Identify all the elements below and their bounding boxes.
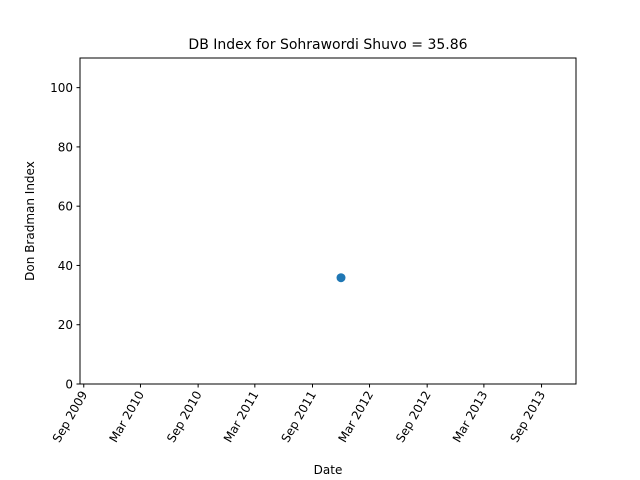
x-tick-label: Sep 2012 [393, 389, 434, 445]
y-axis-label: Don Bradman Index [23, 161, 37, 281]
y-tick-label: 0 [65, 378, 73, 392]
x-tick-label: Mar 2013 [450, 389, 491, 445]
x-tick-label: Mar 2011 [221, 389, 262, 445]
y-tick-label: 20 [58, 318, 73, 332]
x-tick-label: Sep 2011 [278, 389, 319, 445]
x-tick-label: Sep 2010 [164, 389, 205, 445]
y-tick-label: 100 [50, 81, 73, 95]
x-axis-label: Date [314, 463, 343, 477]
y-tick-label: 40 [58, 259, 73, 273]
plot-area [79, 57, 577, 385]
x-tick-label: Mar 2010 [106, 389, 147, 445]
x-tick-label: Sep 2013 [508, 389, 549, 445]
x-axis-ticks: Sep 2009 Mar 2010 Sep 2010 Mar 2011 Sep 2011… [50, 384, 548, 445]
data-points [336, 273, 346, 283]
chart-title: DB Index for Sohrawordi Shuvo = 35.86 [188, 37, 467, 53]
y-tick-label: 80 [58, 140, 73, 154]
y-axis-ticks: 0 20 40 60 80 100 [50, 81, 80, 392]
x-tick-label: Mar 2012 [335, 389, 376, 445]
data-point [336, 273, 346, 283]
y-tick-label: 60 [58, 200, 73, 214]
x-tick-label: Sep 2009 [50, 389, 91, 445]
